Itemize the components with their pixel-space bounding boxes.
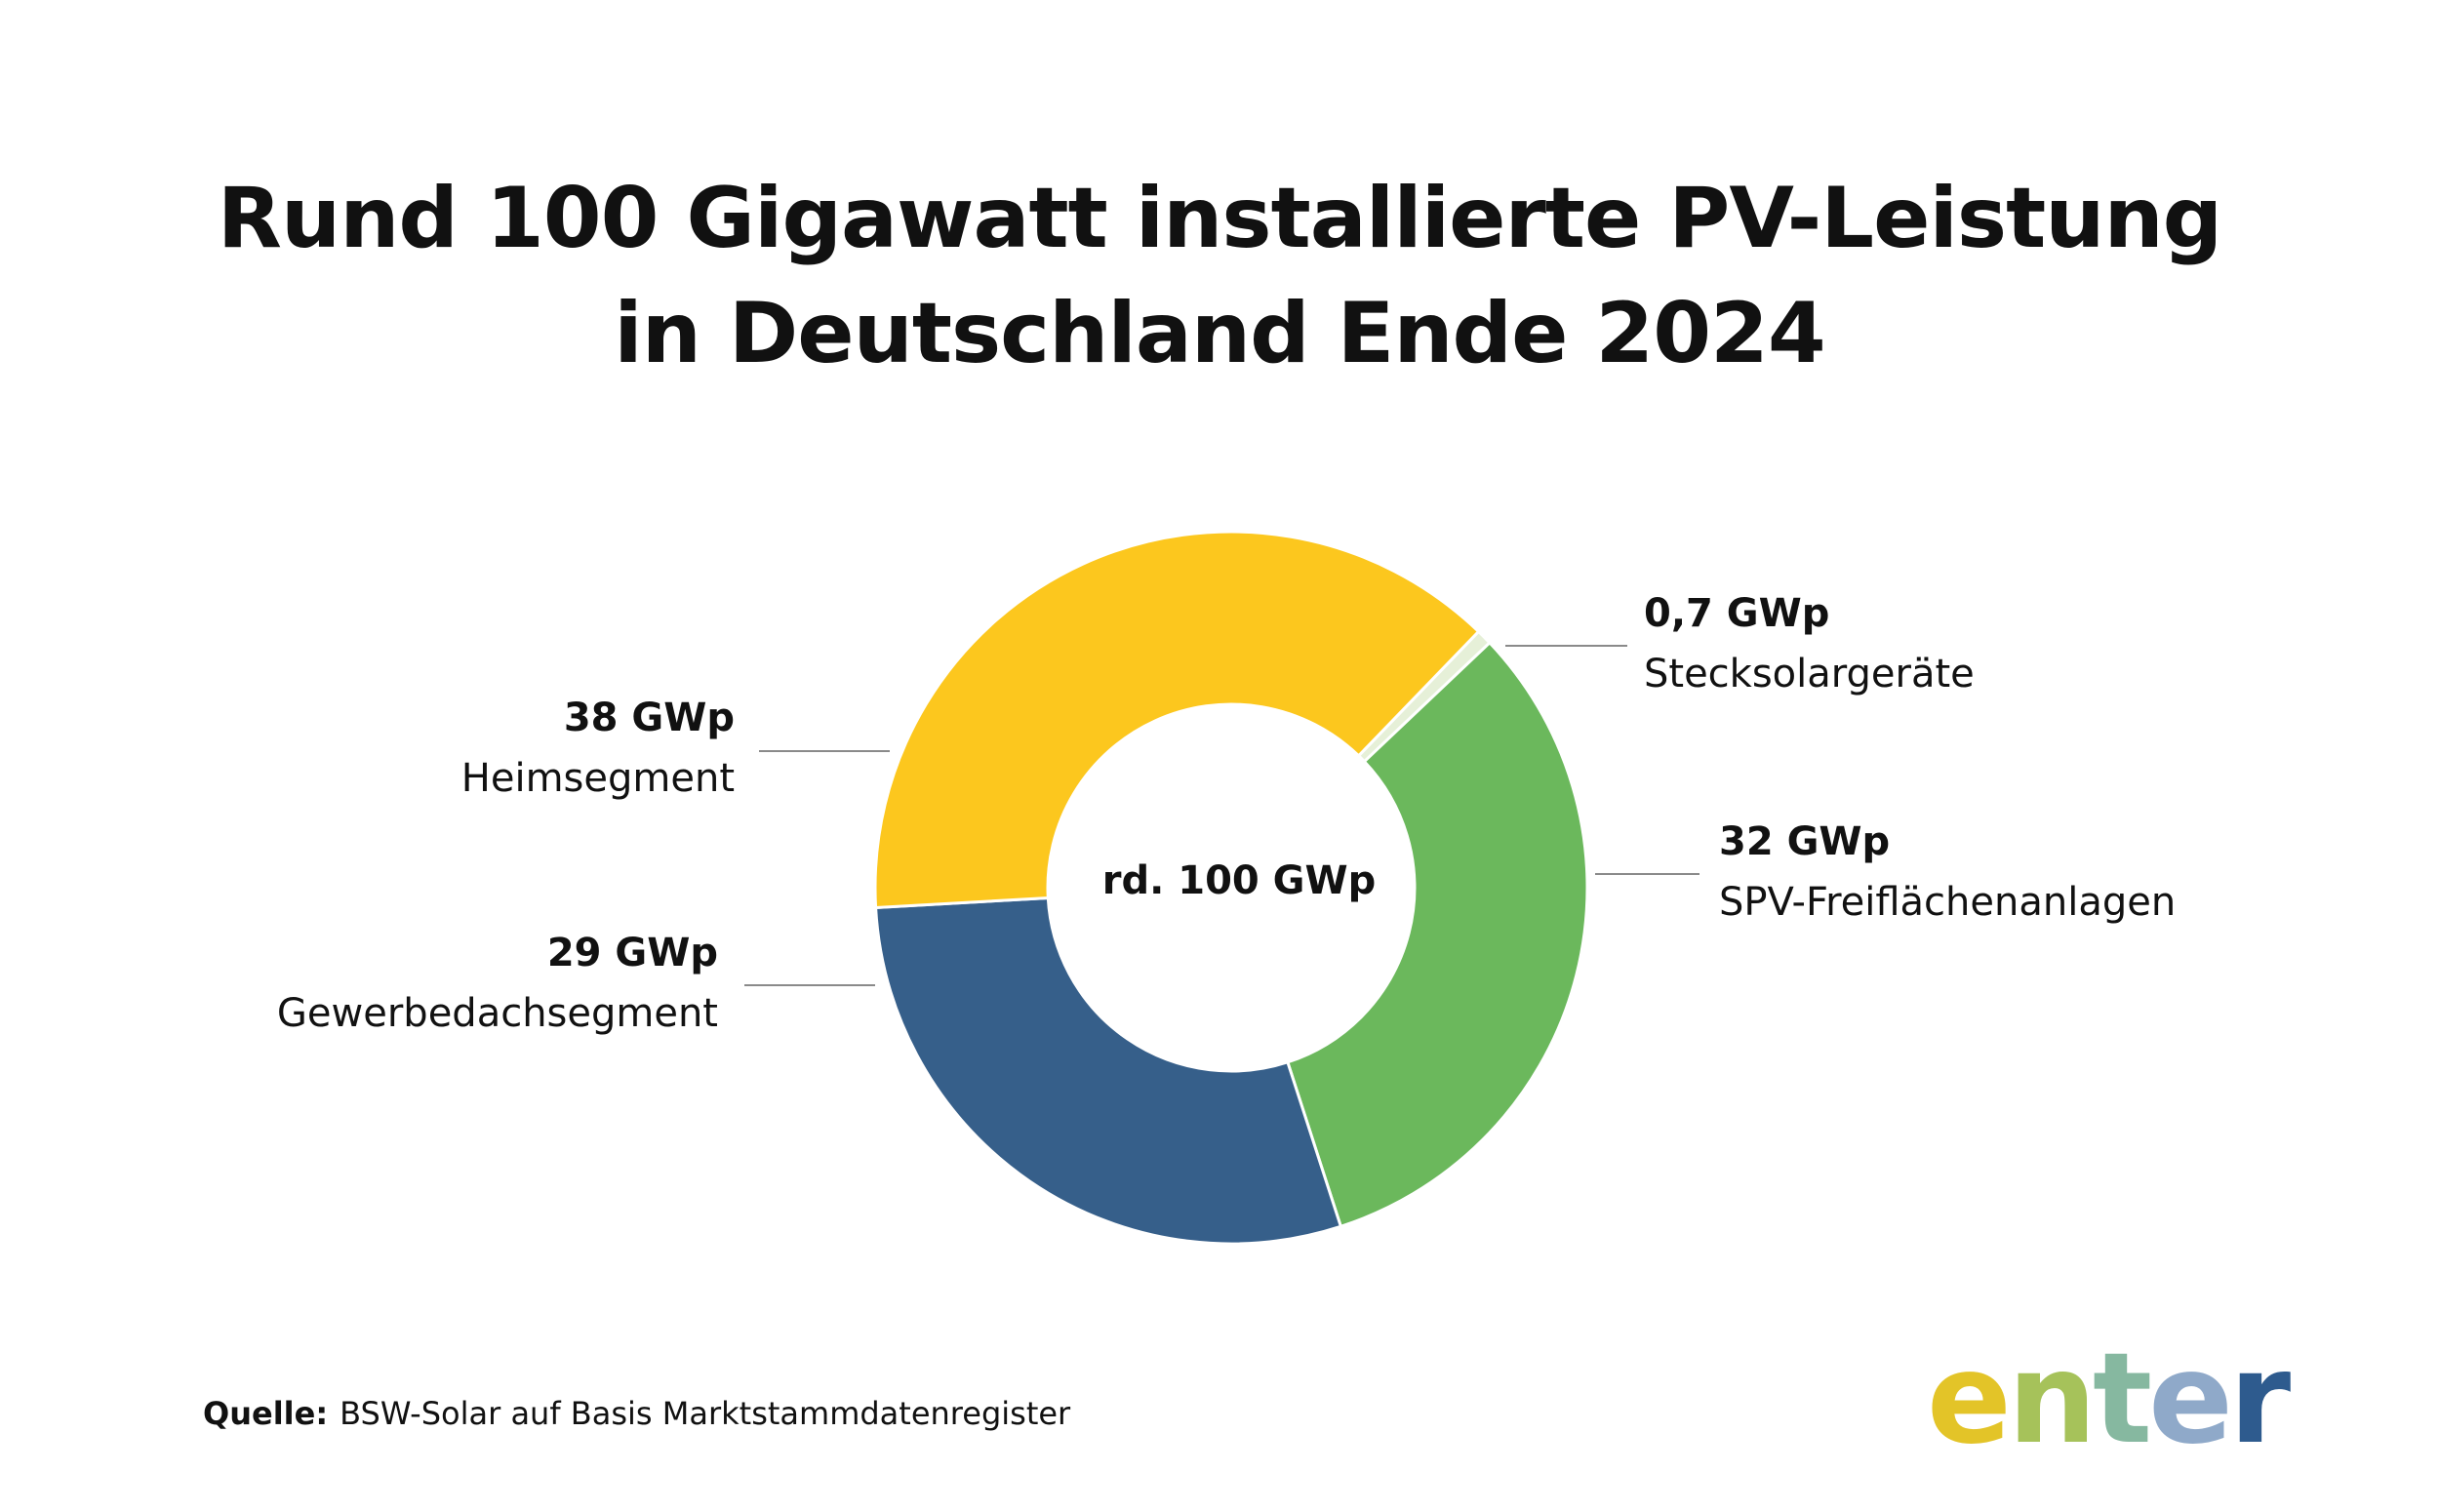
- label-spv-name: SPV-Freiflächenanlagen: [1719, 880, 2177, 925]
- enter-logo: enter: [1927, 1327, 2291, 1472]
- source-note: Quelle: BSW-Solar auf Basis Marktstammdat…: [203, 1395, 1070, 1432]
- source-text: BSW-Solar auf Basis Marktstammdatenregis…: [340, 1395, 1071, 1432]
- label-gewerbedachsegment: 29 GWp Gewerbedachsegment: [277, 923, 718, 1044]
- center-total-label: rd. 100 GWp: [1101, 858, 1377, 903]
- logo-letter: e: [1927, 1327, 2012, 1472]
- label-gewerbe-name: Gewerbedachsegment: [276, 991, 718, 1036]
- label-spv-value: 32 GWp: [1719, 819, 1891, 864]
- label-stecksolargeraete-name: Stecksolargeräte: [1644, 652, 1975, 696]
- logo-letter: n: [2007, 1327, 2097, 1472]
- label-heimsegment: 38 GWp Heimsegment: [461, 688, 735, 809]
- label-stecksolargeraete-value: 0,7 GWp: [1644, 591, 1830, 636]
- logo-letter: e: [2148, 1327, 2233, 1472]
- slice-heimsegment: [873, 530, 1481, 910]
- label-gewerbe-value: 29 GWp: [546, 931, 718, 975]
- label-spv-freiflaechenanlagen: 32 GWp SPV-Freiflächenanlagen: [1719, 812, 2176, 933]
- source-label: Quelle:: [203, 1395, 329, 1432]
- slice-spv-freiflaechenanlagen: [1285, 640, 1589, 1229]
- label-heim-name: Heimsegment: [460, 756, 735, 801]
- label-stecksolargeraete: 0,7 GWp Stecksolargeräte: [1644, 583, 1975, 704]
- chart-title-line2: in Deutschland Ende 2024: [614, 285, 1825, 382]
- chart-title-line1: Rund 100 Gigawatt installierte PV-Leistu…: [217, 170, 2222, 267]
- logo-letter: t: [2092, 1327, 2152, 1472]
- chart-title: Rund 100 Gigawatt installierte PV-Leistu…: [0, 161, 2439, 391]
- label-heim-value: 38 GWp: [563, 696, 735, 740]
- logo-letter: r: [2228, 1327, 2291, 1472]
- slice-gewerbedachsegment: [873, 895, 1343, 1246]
